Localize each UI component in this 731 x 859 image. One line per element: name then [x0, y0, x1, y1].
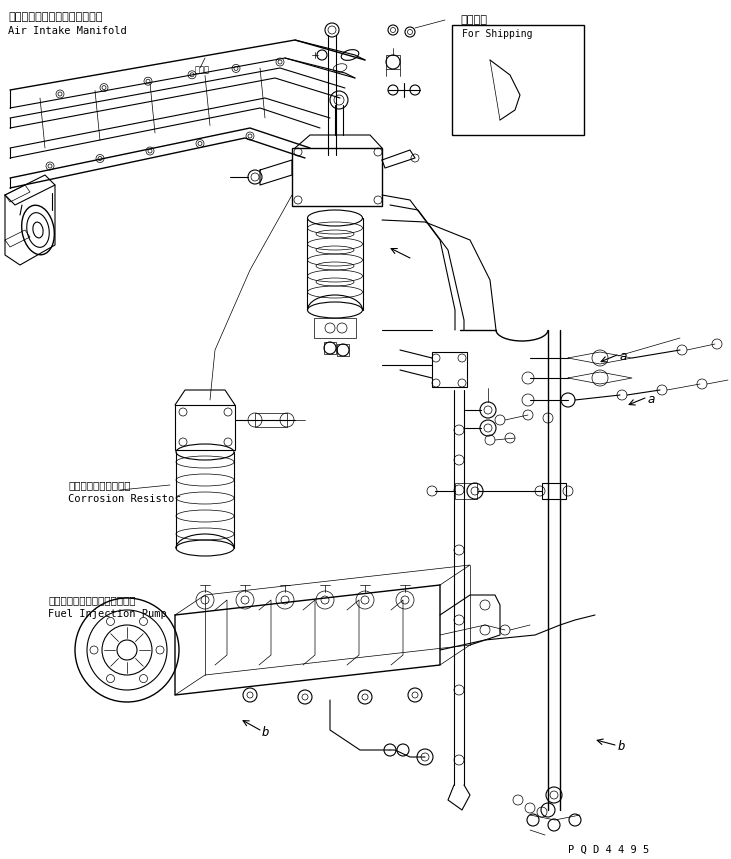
Bar [314, 318, 356, 338]
Text: a: a [620, 350, 627, 363]
Bar [542, 483, 566, 499]
Bar [324, 342, 336, 354]
Bar [337, 344, 349, 356]
Text: リレー: リレー [195, 65, 210, 74]
Bar [432, 352, 467, 387]
Text: P Q D 4 4 9 5: P Q D 4 4 9 5 [568, 845, 649, 855]
Text: a: a [648, 393, 656, 406]
Text: Air Intake Manifold: Air Intake Manifold [8, 26, 126, 36]
Bar [452, 25, 584, 135]
Text: フェルインジェクションポンプ: フェルインジェクションポンプ [48, 595, 135, 605]
Text: For Shipping: For Shipping [462, 29, 532, 39]
Text: Corrosion Resistor: Corrosion Resistor [68, 494, 181, 504]
Text: b: b [618, 740, 626, 753]
Text: b: b [262, 726, 270, 739]
Bar [292, 148, 382, 206]
Bar [455, 483, 477, 499]
Text: Fuel Injection Pump: Fuel Injection Pump [48, 609, 167, 619]
Bar [175, 405, 235, 450]
Text: 連携部品: 連携部品 [460, 15, 487, 25]
Bar [386, 55, 400, 69]
Text: コロージョンレジスタ: コロージョンレジスタ [68, 480, 131, 490]
Bar [255, 413, 287, 427]
Text: エアーインテークマニホールド: エアーインテークマニホールド [8, 12, 102, 22]
